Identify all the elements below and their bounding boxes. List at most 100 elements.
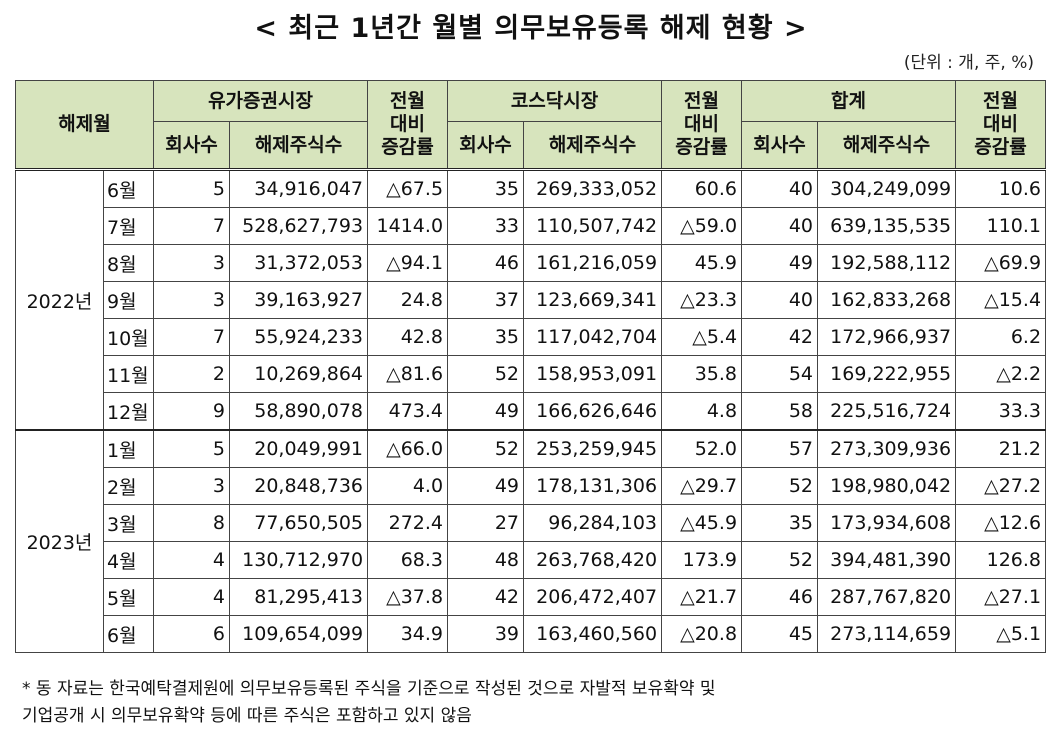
kospi-change-cell: 34.9 [367, 615, 449, 653]
kosdaq-shares-cell: 166,626,646 [523, 392, 663, 431]
kospi-companies-cell: 2 [153, 355, 231, 393]
year-group-2023: 2023년 1월 5 20,049,991 △66.0 52 253,259,945 52.0… [15, 429, 1047, 653]
header-change-line1: 전월 [684, 90, 720, 112]
kosdaq-change-cell: 52.0 [661, 429, 743, 468]
kosdaq-change-cell: △59.0 [661, 207, 743, 245]
month-cell: 4월 [102, 541, 155, 579]
total-change-cell: △27.2 [955, 467, 1047, 505]
unit-label: (단위 : 개, 주, %) [903, 53, 1034, 73]
kosdaq-shares-cell: 117,042,704 [523, 318, 663, 356]
total-change-cell: △2.2 [955, 355, 1047, 393]
total-companies-cell: 40 [741, 281, 819, 319]
kosdaq-change-cell: △23.3 [661, 281, 743, 319]
kosdaq-companies-cell: 35 [447, 318, 525, 356]
kosdaq-companies-cell: 27 [447, 504, 525, 542]
kosdaq-shares-cell: 163,460,560 [523, 615, 663, 653]
total-shares-cell: 172,966,937 [817, 318, 957, 356]
kospi-shares-cell: 20,848,736 [229, 467, 369, 505]
kosdaq-companies-cell: 42 [447, 578, 525, 616]
table-row: 2022년 6월 5 34,916,047 △67.5 35 269,333,052 60.6… [15, 169, 1047, 431]
total-shares-cell: 198,980,042 [817, 467, 957, 505]
month-cell: 12월 [102, 392, 155, 431]
kosdaq-change-cell: 45.9 [661, 244, 743, 282]
total-companies-cell: 58 [741, 392, 819, 431]
table-row: 9월 3 39,163,927 24.8 37 123,669,341 △23.3 40 162… [16, 281, 1047, 319]
kospi-change-cell: 272.4 [367, 504, 449, 542]
header-kosdaq-change: 전월 대비 증감률 [661, 80, 743, 170]
header-change-line2: 대비 [390, 113, 426, 135]
kospi-change-cell: 42.8 [367, 318, 449, 356]
header-change-line3: 증감률 [381, 136, 434, 158]
table-row: 4월 4 130,712,970 68.3 48 263,768,420 173.9 52 39… [16, 541, 1047, 579]
table-row: 6월 6 109,654,099 34.9 39 163,460,560 △20.8 45 27… [16, 615, 1047, 653]
kospi-shares-cell: 10,269,864 [229, 355, 369, 393]
total-shares-cell: 304,249,099 [817, 169, 957, 208]
kospi-shares-cell: 77,650,505 [229, 504, 369, 542]
kosdaq-companies-cell: 35 [447, 169, 525, 208]
kosdaq-change-cell: △20.8 [661, 615, 743, 653]
total-companies-cell: 35 [741, 504, 819, 542]
kosdaq-change-cell: 173.9 [661, 541, 743, 579]
kosdaq-change-cell: 60.6 [661, 169, 743, 208]
kospi-shares-cell: 34,916,047 [229, 169, 369, 208]
kospi-companies-cell: 3 [153, 467, 231, 505]
kosdaq-companies-cell: 52 [447, 429, 525, 468]
kosdaq-shares-cell: 206,472,407 [523, 578, 663, 616]
total-companies-cell: 57 [741, 429, 819, 468]
kosdaq-shares-cell: 158,953,091 [523, 355, 663, 393]
kospi-change-cell: △37.8 [367, 578, 449, 616]
kospi-shares-cell: 109,654,099 [229, 615, 369, 653]
header-kosdaq: 코스닥시장 [447, 80, 663, 122]
footnote-line1: * 동 자료는 한국예탁결제원에 의무보유등록된 주식을 기준으로 작성된 것으… [22, 679, 716, 699]
month-cell: 5월 [102, 578, 155, 616]
kosdaq-shares-cell: 96,284,103 [523, 504, 663, 542]
kosdaq-shares-cell: 253,259,945 [523, 429, 663, 468]
kospi-change-cell: 68.3 [367, 541, 449, 579]
month-cell: 10월 [102, 318, 155, 356]
kosdaq-shares-cell: 110,507,742 [523, 207, 663, 245]
kosdaq-companies-cell: 49 [447, 467, 525, 505]
kosdaq-change-cell: △45.9 [661, 504, 743, 542]
kosdaq-shares-cell: 161,216,059 [523, 244, 663, 282]
kosdaq-shares-cell: 178,131,306 [523, 467, 663, 505]
total-change-cell: 110.1 [955, 207, 1047, 245]
total-companies-cell: 42 [741, 318, 819, 356]
header-change-line3: 증감률 [974, 136, 1027, 158]
kospi-shares-cell: 39,163,927 [229, 281, 369, 319]
year-group-2022: 2022년 6월 5 34,916,047 △67.5 35 269,333,052 60.6… [15, 169, 1047, 431]
page-title: < 최근 1년간 월별 의무보유등록 해제 현황 > [254, 13, 808, 44]
table-row: 3월 8 77,650,505 272.4 27 96,284,103 △45.9 35 173… [16, 504, 1047, 542]
kosdaq-companies-cell: 49 [447, 392, 525, 431]
header-change-line1: 전월 [390, 90, 426, 112]
total-shares-cell: 192,588,112 [817, 244, 957, 282]
kospi-shares-cell: 58,890,078 [229, 392, 369, 431]
kosdaq-change-cell: △29.7 [661, 467, 743, 505]
kospi-companies-cell: 5 [153, 429, 231, 468]
header-change-line3: 증감률 [675, 136, 728, 158]
header-kospi-change: 전월 대비 증감률 [367, 80, 449, 170]
header-total: 합계 [741, 80, 957, 122]
kospi-companies-cell: 3 [153, 281, 231, 319]
total-companies-cell: 52 [741, 541, 819, 579]
header-kosdaq-companies: 회사수 [447, 121, 525, 171]
total-companies-cell: 40 [741, 207, 819, 245]
month-cell: 1월 [102, 429, 155, 468]
kospi-shares-cell: 31,372,053 [229, 244, 369, 282]
kospi-change-cell: 4.0 [367, 467, 449, 505]
footnote: * 동 자료는 한국예탁결제원에 의무보유등록된 주식을 기준으로 작성된 것으… [22, 676, 1052, 730]
kosdaq-companies-cell: 39 [447, 615, 525, 653]
footnote-line2: 기업공개 시 의무보유확약 등에 따른 주식은 포함하고 있지 않음 [22, 706, 472, 726]
kosdaq-change-cell: 4.8 [661, 392, 743, 431]
kospi-companies-cell: 3 [153, 244, 231, 282]
month-cell: 9월 [102, 281, 155, 319]
kospi-shares-cell: 528,627,793 [229, 207, 369, 245]
total-change-cell: △27.1 [955, 578, 1047, 616]
table-row: 2023년 1월 5 20,049,991 △66.0 52 253,259,945 52.0… [15, 429, 1047, 653]
table-row: 5월 4 81,295,413 △37.8 42 206,472,407 △21.7 46 28… [16, 578, 1047, 616]
kospi-companies-cell: 6 [153, 615, 231, 653]
total-shares-cell: 287,767,820 [817, 578, 957, 616]
kospi-shares-cell: 130,712,970 [229, 541, 369, 579]
kospi-change-cell: △67.5 [367, 169, 449, 208]
total-change-cell: 21.2 [955, 429, 1047, 468]
total-change-cell: △5.1 [955, 615, 1047, 653]
